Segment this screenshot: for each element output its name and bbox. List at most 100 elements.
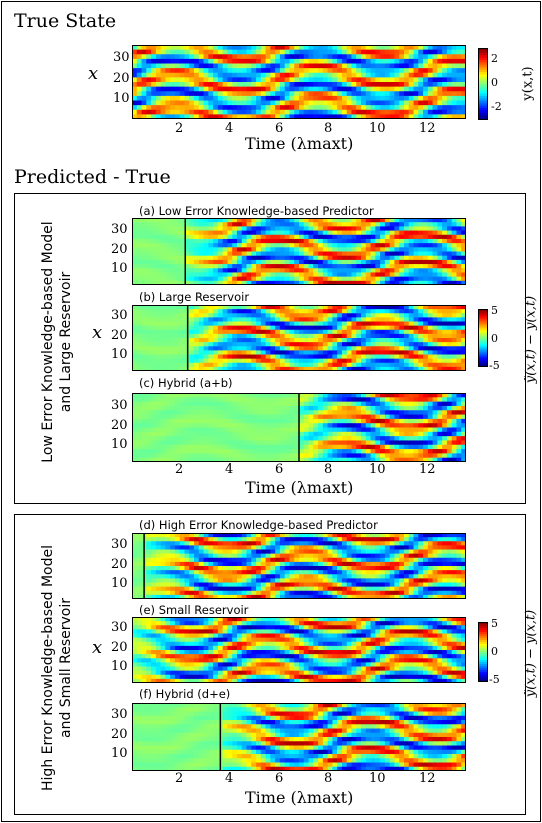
colorbar-tick: -5 [489, 359, 500, 372]
colorbar-step [478, 640, 488, 643]
colorbar-step [478, 676, 488, 679]
colorbar-step [478, 654, 488, 657]
colorbar-step [478, 320, 488, 324]
colorbar-step [478, 60, 488, 63]
colorbar-step [478, 672, 488, 675]
true-state-xlabel: Time (λmaxt) [245, 134, 354, 153]
colorbar-step [478, 668, 488, 671]
x-tick: 8 [324, 121, 333, 136]
colorbar-step [478, 656, 488, 659]
x-tick: 12 [419, 771, 436, 786]
colorbar-tick: 0 [491, 645, 498, 658]
colorbar-step [478, 84, 488, 87]
x-tick: 4 [225, 771, 234, 786]
colorbar-step [478, 638, 488, 641]
panel-e-title: (e) Small Reservoir [139, 603, 249, 617]
y-tick: 30 [111, 620, 128, 635]
colorbar-step [478, 57, 488, 61]
colorbar-tick: 5 [491, 304, 498, 317]
colorbar-step [478, 322, 488, 326]
group1-box [14, 193, 526, 504]
colorbar-border [478, 48, 488, 120]
colorbar-step [478, 336, 488, 339]
group2-colorbar [478, 622, 488, 682]
x-tick: 8 [324, 771, 333, 786]
x-tick: 2 [175, 121, 184, 136]
colorbar-step [478, 93, 488, 97]
colorbar-step [478, 318, 488, 322]
colorbar-step [478, 332, 488, 335]
colorbar-step [478, 650, 488, 653]
colorbar-tick: 5 [491, 617, 498, 630]
colorbar-step [478, 662, 488, 665]
x-tick: 4 [225, 121, 234, 136]
colorbar-step [478, 646, 488, 649]
colorbar-step [478, 678, 488, 681]
colorbar-step [478, 334, 488, 337]
colorbar-step [478, 666, 488, 669]
colorbar-step [478, 632, 488, 635]
heatmap-cells [132, 617, 466, 683]
x-tick: 4 [225, 462, 234, 477]
colorbar-step [478, 660, 488, 663]
panel-f-title: (f) Hybrid (d+e) [139, 687, 231, 701]
colorbar-step [478, 64, 488, 68]
x-tick: 6 [275, 462, 284, 477]
colorbar-step [478, 50, 488, 54]
colorbar-step [478, 115, 488, 119]
colorbar-step [478, 316, 488, 320]
colorbar-step [478, 357, 488, 360]
x-tick: 12 [419, 462, 436, 477]
x-tick: 10 [369, 121, 386, 136]
panel-a-heatmap [132, 218, 466, 285]
true-state-ylabel: x [88, 63, 99, 84]
panel-b-heatmap [132, 305, 466, 371]
y-tick: 20 [111, 418, 128, 433]
plot-border [132, 305, 466, 371]
group2-xlabel: Time (λmaxt) [245, 788, 354, 807]
colorbar-step [478, 74, 488, 78]
colorbar-step [478, 361, 488, 364]
colorbar-step [478, 339, 488, 343]
y-tick: 20 [111, 557, 128, 572]
colorbar-step [478, 326, 488, 329]
colorbar-step [478, 108, 488, 111]
group2-box [14, 514, 526, 815]
plot-border [132, 218, 466, 285]
colorbar-step [478, 69, 488, 73]
colorbar-step [478, 91, 488, 95]
colorbar-step [478, 658, 488, 661]
panel-d-heatmap [132, 533, 466, 599]
colorbar-step [478, 48, 488, 51]
colorbar-step [478, 347, 488, 351]
colorbar-border [478, 309, 488, 367]
group1-side-label: Low Error Knowledge-based Model and Larg… [40, 221, 74, 463]
colorbar-tick: 2 [491, 52, 498, 65]
group1-ylabel: x [92, 322, 103, 343]
x-tick: 10 [369, 771, 386, 786]
colorbar-step [478, 86, 488, 90]
true-state-colorbar-label: y(x,t) [520, 66, 536, 101]
colorbar-step [478, 351, 488, 355]
heatmap-cells [132, 218, 466, 285]
group2-side-label: High Error Knowledge-based Model and Sma… [40, 545, 74, 791]
y-tick: 10 [111, 347, 128, 362]
y-tick: 10 [111, 261, 128, 276]
y-tick: 30 [111, 707, 128, 722]
true-state-title: True State [14, 10, 117, 32]
colorbar-step [478, 79, 488, 83]
colorbar-step [478, 644, 488, 647]
panel-a-title: (a) Low Error Knowledge-based Predictor [139, 204, 374, 218]
colorbar-step [478, 338, 488, 341]
y-tick: 30 [111, 537, 128, 552]
y-tick: 20 [113, 71, 130, 86]
heatmap-cells [132, 393, 466, 462]
x-tick: 2 [175, 462, 184, 477]
colorbar-step [478, 670, 488, 673]
colorbar-step [478, 72, 488, 75]
colorbar-step [478, 642, 488, 645]
panel-d-title: (d) High Error Knowledge-based Predictor [139, 518, 378, 532]
colorbar-step [478, 110, 488, 114]
